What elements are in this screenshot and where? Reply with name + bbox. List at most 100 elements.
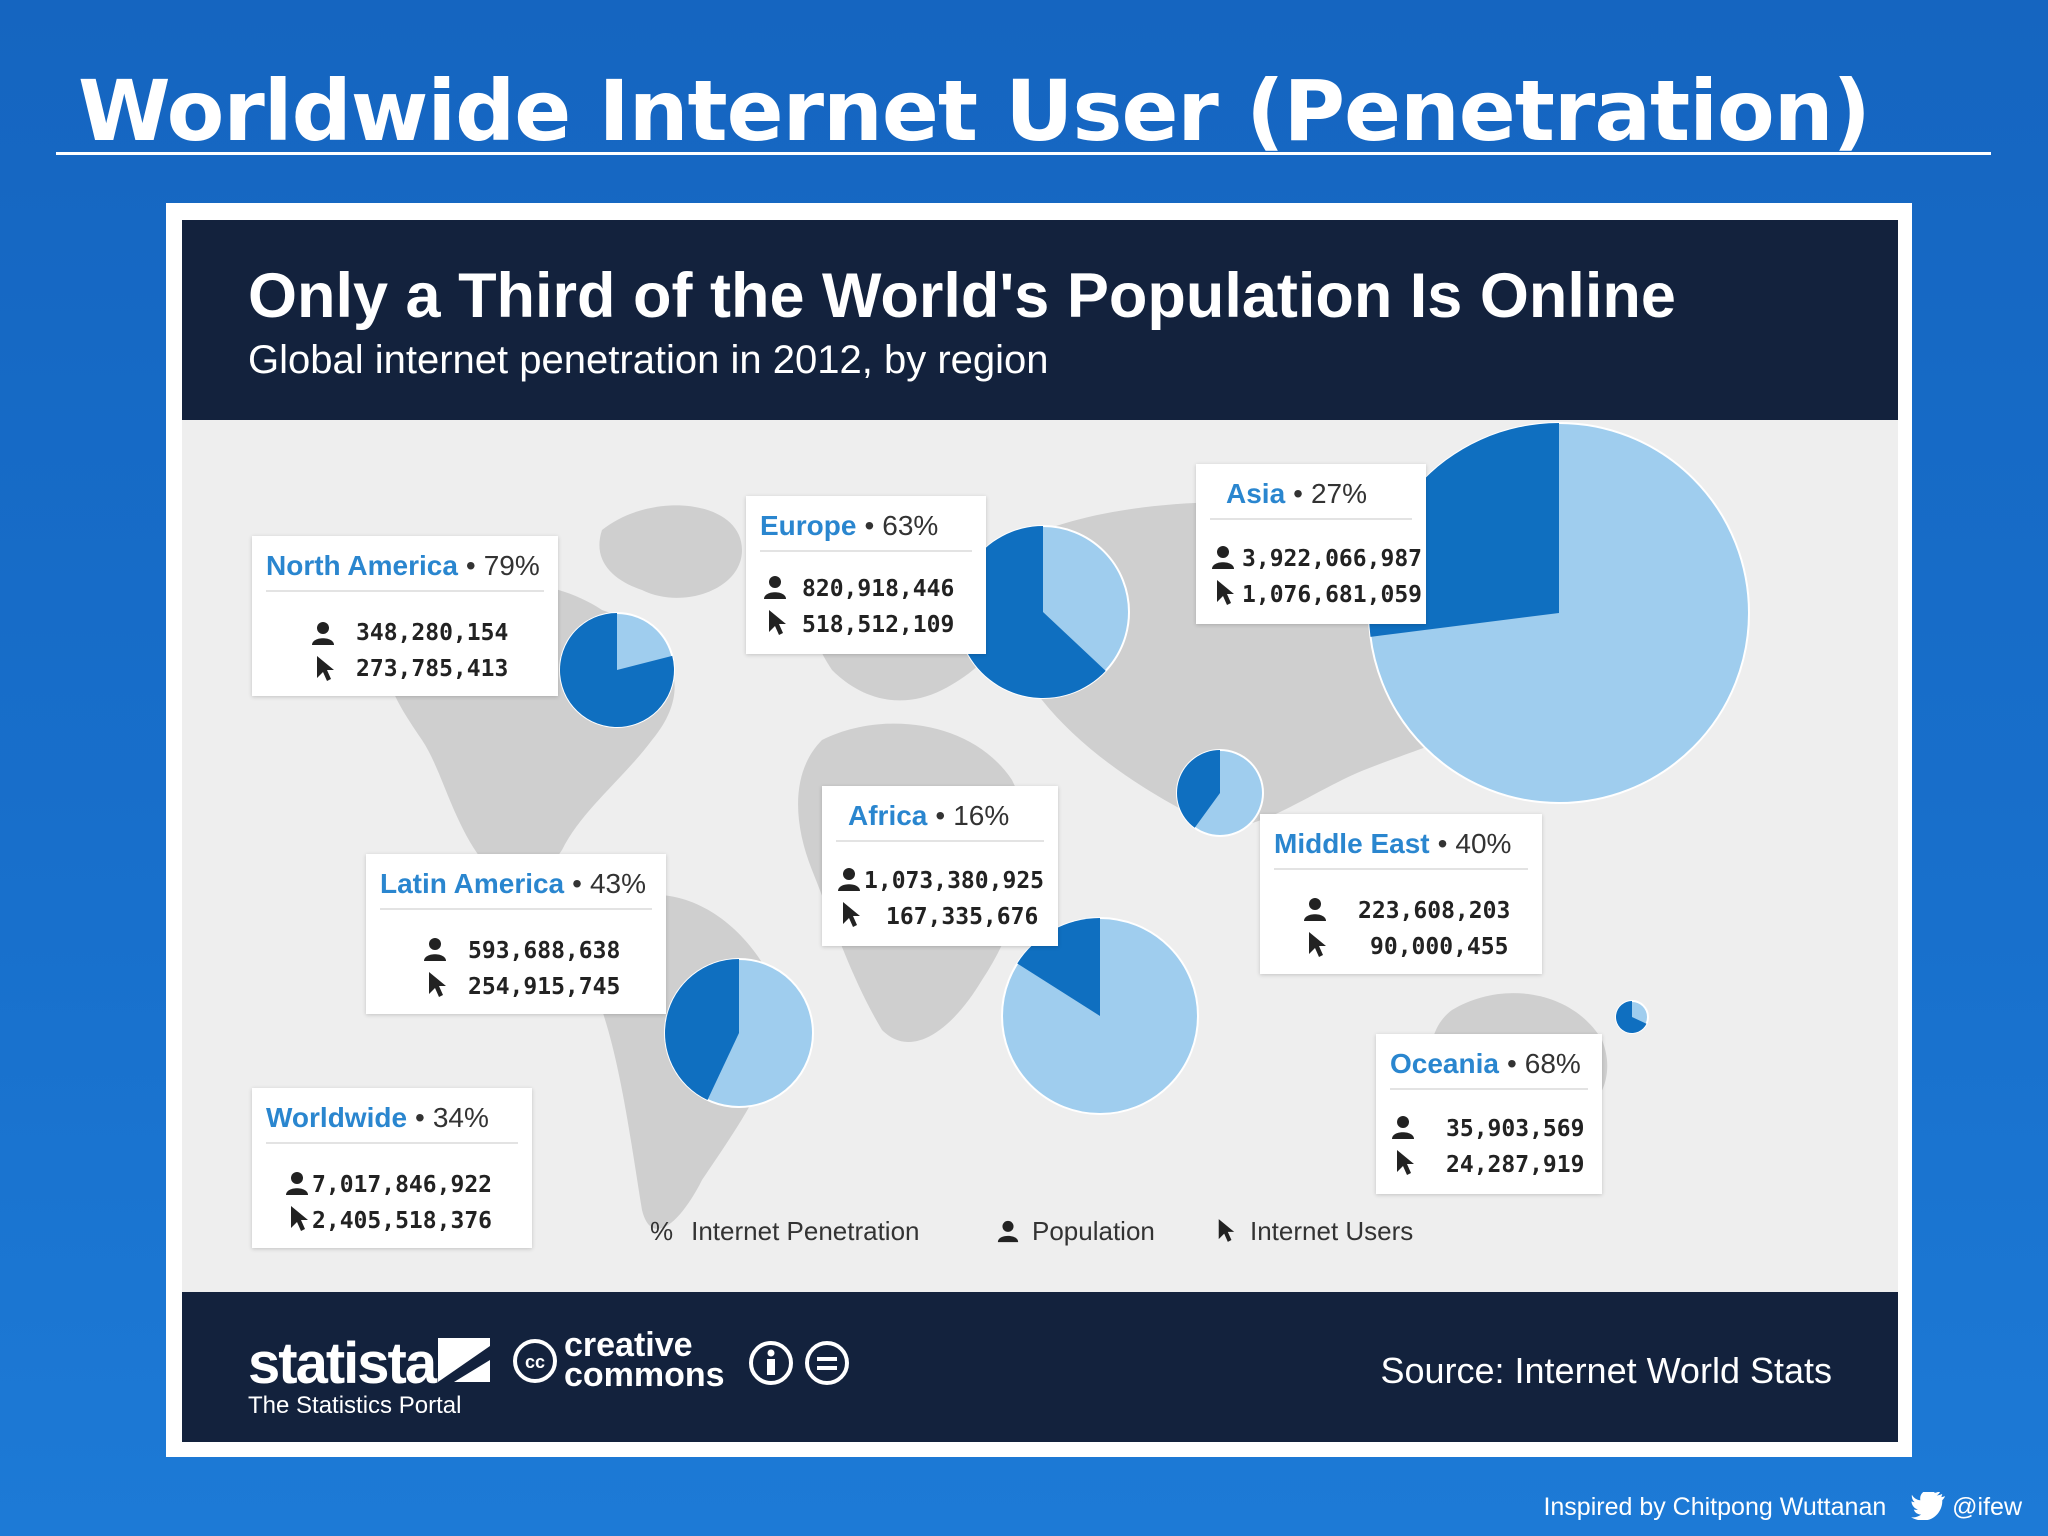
pie-users-slice-middle-east	[1177, 750, 1220, 828]
callout-head: Africa • 16%	[836, 800, 1044, 842]
population-icon	[424, 938, 446, 961]
legend-label: Internet Penetration	[691, 1216, 920, 1246]
chart-title: Only a Third of the World's Population I…	[248, 261, 1676, 331]
region-penetration: 27%	[1310, 478, 1368, 509]
separator-dot: •	[465, 550, 476, 581]
callout-head: Oceania • 68%	[1390, 1048, 1588, 1090]
region-name: Latin America	[380, 868, 565, 899]
callout-head: Middle East • 40%	[1274, 828, 1528, 870]
callout-head: Latin America • 43%	[380, 868, 652, 910]
cursor-icon	[1218, 1219, 1235, 1242]
region-name: Asia	[1226, 478, 1286, 509]
infographic-footer: statista The Statistics Portal cc creati…	[182, 1292, 1898, 1442]
region-penetration: 43%	[589, 868, 646, 899]
pie-users-slice-north-america	[560, 613, 674, 727]
pie-users-slice-latin-america	[665, 959, 739, 1100]
legend-label: Internet Users	[1250, 1216, 1414, 1246]
region-penetration: 63%	[882, 510, 939, 541]
users-value: 167,335,676	[886, 904, 1039, 930]
pie-latin-america	[664, 958, 814, 1108]
region-name: Africa	[848, 800, 928, 831]
callout-latin-america: Latin America • 43% 593,688,638 254,915,74…	[366, 854, 666, 1014]
region-penetration: 68%	[1524, 1048, 1581, 1079]
percent-symbol: %	[650, 1216, 674, 1246]
users-value: 90,000,455	[1370, 934, 1509, 960]
twitter-handle: @ifew	[1952, 1493, 2022, 1521]
legend-internet-users: Internet Users	[1216, 1216, 1413, 1247]
legend-penetration: % Internet Penetration	[650, 1216, 920, 1247]
pie-north-america	[559, 612, 675, 728]
cursor-icon	[317, 656, 334, 681]
callout-asia: Asia • 27% 3,922,066,987 1,076,681,059	[1196, 464, 1426, 624]
cursor-icon	[429, 972, 446, 997]
region-name: Worldwide	[266, 1102, 408, 1133]
population-icon	[764, 576, 786, 599]
region-name: Europe	[760, 510, 857, 541]
infographic-header: Only a Third of the World's Population I…	[182, 220, 1898, 420]
population-value: 7,017,846,922	[312, 1172, 493, 1198]
statista-logo: statista	[248, 1331, 437, 1396]
svg-text:cc: cc	[525, 1352, 545, 1372]
callout-oceania: Oceania • 68% 35,903,569 24,287,919	[1376, 1034, 1602, 1194]
region-name: Oceania	[1390, 1048, 1499, 1079]
callout-north-america: North America • 79% 348,280,154 273,785,41…	[252, 536, 558, 696]
callout-africa: Africa • 16% 1,073,380,925 167,335,676	[822, 786, 1058, 946]
cursor-icon	[843, 902, 860, 927]
credit-text: Inspired by Chitpong Wuttanan	[1543, 1493, 1887, 1521]
pie-middle-east	[1176, 749, 1264, 837]
cursor-icon	[1217, 580, 1234, 605]
cursor-icon	[291, 1206, 308, 1231]
population-value: 1,073,380,925	[864, 868, 1045, 894]
users-value: 273,785,413	[356, 656, 509, 682]
infographic: Only a Third of the World's Population I…	[182, 220, 1898, 1442]
population-icon	[997, 1220, 1019, 1243]
title-divider	[56, 152, 1991, 155]
pie-layer	[559, 422, 1750, 1115]
pie-europe	[956, 525, 1130, 699]
cursor-icon	[769, 610, 786, 635]
chart-subtitle: Global internet penetration in 2012, by …	[248, 338, 1049, 382]
creative-commons-text: creative commons	[564, 1326, 725, 1394]
no-derivatives-icon	[805, 1341, 849, 1385]
population-icon	[312, 622, 334, 645]
callout-europe: Europe • 63% 820,918,446 518,512,109	[746, 496, 986, 654]
pie-oceania	[1615, 1000, 1649, 1034]
pie-asia	[1368, 422, 1750, 804]
twitter-icon	[1911, 1490, 1946, 1521]
separator-dot: •	[1293, 478, 1303, 509]
statista-logo-icon	[438, 1338, 490, 1382]
callout-head: Asia • 27%	[1210, 478, 1412, 520]
population-value: 223,608,203	[1358, 898, 1511, 924]
users-value: 24,287,919	[1446, 1152, 1585, 1178]
brand-subtitle: The Statistics Portal	[248, 1392, 462, 1419]
separator-dot: •	[1506, 1048, 1517, 1079]
population-icon	[838, 868, 860, 891]
greenland-landmass	[599, 505, 742, 598]
callout-middle-east: Middle East • 40% 223,608,203 90,000,455	[1260, 814, 1542, 974]
region-penetration: 40%	[1455, 828, 1512, 859]
separator-dot: •	[1437, 828, 1448, 859]
cursor-icon	[1309, 932, 1326, 957]
separator-dot: •	[935, 800, 946, 831]
users-value: 254,915,745	[468, 974, 621, 1000]
slide-title: Worldwide Internet User (Penetration)	[78, 62, 1871, 160]
region-name: Middle East	[1274, 828, 1430, 859]
region-name: North America	[266, 550, 458, 581]
source-note: Source: Internet World Stats	[1380, 1350, 1832, 1391]
pie-users-slice-oceania	[1616, 1001, 1647, 1033]
population-value: 348,280,154	[356, 620, 509, 646]
region-penetration: 16%	[953, 800, 1010, 831]
population-value: 593,688,638	[468, 938, 621, 964]
population-icon	[1304, 898, 1326, 921]
population-value: 35,903,569	[1446, 1116, 1585, 1142]
region-penetration: 34%	[432, 1102, 489, 1133]
population-value: 3,922,066,987	[1242, 546, 1423, 572]
population-icon	[1392, 1116, 1414, 1139]
legend-population: Population	[996, 1216, 1155, 1247]
population-value: 820,918,446	[802, 576, 955, 602]
callout-head: North America • 79%	[266, 550, 544, 592]
callout-head: Worldwide • 34%	[266, 1102, 518, 1144]
users-value: 518,512,109	[802, 612, 955, 638]
callout-worldwide: Worldwide • 34% 7,017,846,922 2,405,518,37…	[252, 1088, 532, 1248]
pie-users-slice-europe	[956, 526, 1106, 698]
